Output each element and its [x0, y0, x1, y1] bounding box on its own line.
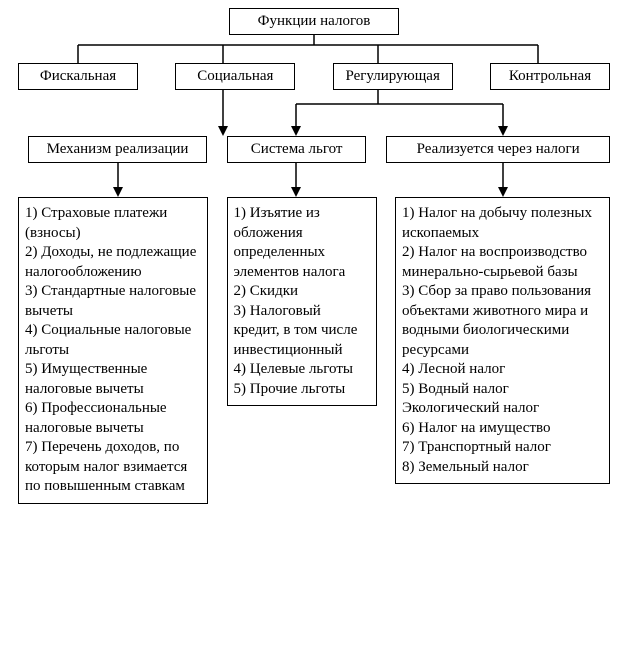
- list-item: 3) Налоговый кредит, в том числе инвести…: [234, 302, 370, 361]
- list-item: 3) Стандартные налоговые вычеты: [25, 282, 201, 321]
- list-item: 2) Доходы, не подлежащие налогообложению: [25, 243, 201, 282]
- list-mechanism: 1) Страховые платежи (взносы) 2) Доходы,…: [18, 197, 208, 504]
- list-item: 8) Земельный налог: [402, 458, 603, 478]
- list-item: 4) Целевые льготы: [234, 360, 370, 380]
- node-via-taxes: Реализуется через налоги: [386, 136, 610, 163]
- node-mechanism: Механизм реализации: [28, 136, 207, 163]
- list-item: 4) Лесной налог: [402, 360, 603, 380]
- connector-lvl3-lists: [8, 163, 620, 197]
- list-item: 2) Налог на воспроизводство минерально-с…: [402, 243, 603, 282]
- level2-row: Фискальная Социальная Регулирующая Контр…: [8, 63, 620, 90]
- list-item: 6) Профессиональные налоговые вычеты: [25, 399, 201, 438]
- list-item: 6) Налог на имущество: [402, 419, 603, 439]
- node-regulating: Регулирующая: [333, 63, 453, 90]
- list-item: 5) Имущественные налоговые вычеты: [25, 360, 201, 399]
- list-item: 7) Транспортный налог: [402, 438, 603, 458]
- list-item: 1) Изъятие из обложения определенных эле…: [234, 204, 370, 282]
- connector-root-lvl2: [8, 35, 620, 63]
- lists-row: 1) Страховые платежи (взносы) 2) Доходы,…: [8, 197, 620, 504]
- node-benefits: Система льгот: [227, 136, 366, 163]
- connector-lvl2-lvl3: [8, 90, 620, 136]
- level3-row: Механизм реализации Система льгот Реализ…: [8, 136, 620, 163]
- list-item: 1) Страховые платежи (взносы): [25, 204, 201, 243]
- list-benefits: 1) Изъятие из обложения определенных эле…: [227, 197, 377, 406]
- list-item: 3) Сбор за право пользования объектами ж…: [402, 282, 603, 360]
- root-node: Функции налогов: [229, 8, 399, 35]
- list-via-taxes: 1) Налог на добычу полезных ископаемых 2…: [395, 197, 610, 484]
- list-item: 5) Прочие льготы: [234, 380, 370, 400]
- list-item: 2) Скидки: [234, 282, 370, 302]
- node-social: Социальная: [175, 63, 295, 90]
- node-control: Контрольная: [490, 63, 610, 90]
- node-fiscal: Фискальная: [18, 63, 138, 90]
- list-item: 7) Перечень доходов, по которым налог вз…: [25, 438, 201, 497]
- list-item: 1) Налог на добычу полезных ископаемых: [402, 204, 603, 243]
- list-item: 5) Водный налог Экологический налог: [402, 380, 603, 419]
- list-item: 4) Социальные налоговые льготы: [25, 321, 201, 360]
